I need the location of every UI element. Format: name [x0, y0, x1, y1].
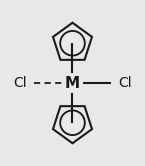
Text: M: M [65, 76, 80, 90]
Text: Cl: Cl [13, 76, 27, 90]
Text: Cl: Cl [118, 76, 132, 90]
